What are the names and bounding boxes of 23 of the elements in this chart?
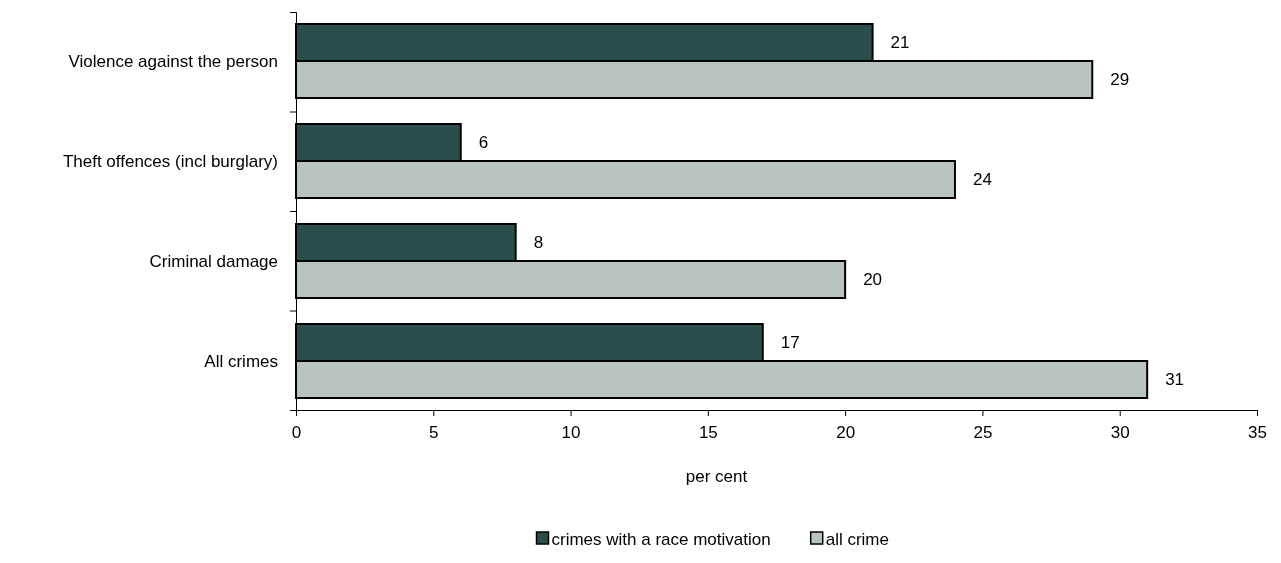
y-tick-label: Criminal damage [149,251,278,271]
data-label: 21 [890,33,910,53]
legend-label: all crime [825,529,889,549]
data-label: 6 [478,133,489,153]
x-tick-label: 25 [973,422,993,442]
data-label: 17 [780,333,800,353]
x-tick-label: 10 [561,422,581,442]
y-tick-label: All crimes [204,351,278,371]
data-label: 24 [972,170,992,190]
x-tick-label: 5 [429,422,439,442]
y-tick-label: Violence against the person [68,51,278,71]
legend-label: crimes with a race motivation [551,529,771,549]
data-label: 29 [1110,70,1130,90]
x-axis-title: per cent [685,467,748,486]
data-label: 8 [533,233,544,253]
x-tick-label: 0 [291,422,302,442]
x-tick-label: 20 [836,422,856,442]
data-label: 31 [1165,370,1185,390]
y-tick-label: Theft offences (incl burglary) [62,151,278,171]
x-tick-label: 15 [698,422,718,442]
data-label: 20 [863,270,883,290]
x-tick-label: 30 [1110,422,1130,442]
x-tick-label: 35 [1248,422,1267,442]
